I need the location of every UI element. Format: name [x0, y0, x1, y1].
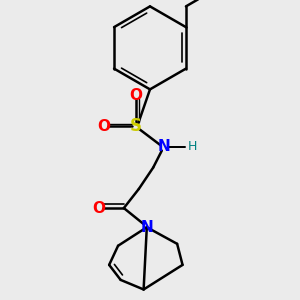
Text: H: H	[187, 140, 197, 153]
Text: N: N	[140, 220, 153, 235]
Text: N: N	[158, 139, 171, 154]
Text: O: O	[97, 118, 110, 134]
Text: S: S	[130, 117, 142, 135]
Text: O: O	[129, 88, 142, 103]
Text: O: O	[92, 201, 105, 216]
